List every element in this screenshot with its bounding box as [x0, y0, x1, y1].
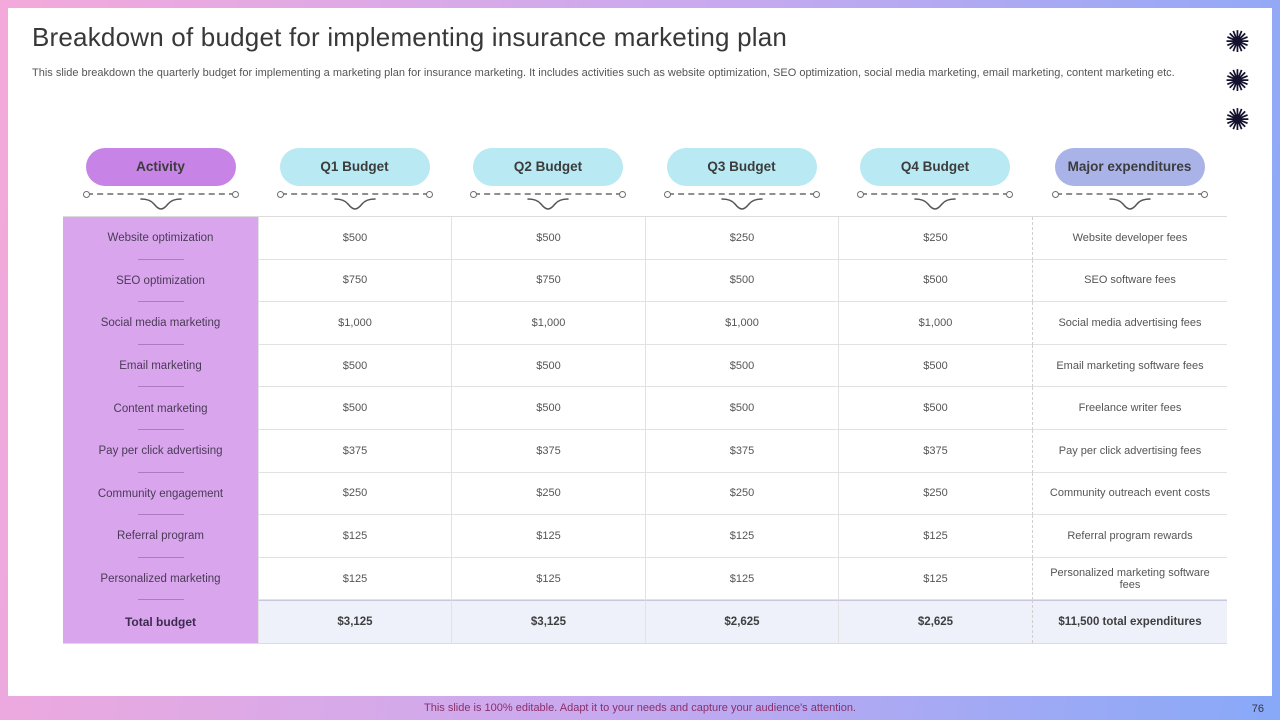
activity-cell: Email marketing: [63, 344, 258, 388]
budget-cell: $500: [838, 259, 1032, 303]
dashed-connector: [663, 191, 820, 198]
table-header-q2: Q2 Budget: [470, 148, 626, 211]
budget-cell: $500: [451, 387, 645, 430]
brace-icon: [914, 198, 956, 210]
brace-icon: [139, 198, 182, 210]
total-budget-label-cell: Total budget: [63, 600, 258, 644]
decoration-starbursts: ✺ ✺ ✺: [1225, 28, 1250, 136]
budget-cell: $500: [645, 387, 838, 430]
total-budget-cell: $3,125: [258, 600, 451, 644]
budget-cell: $125: [451, 515, 645, 558]
page-number: 76: [1251, 703, 1264, 715]
slide-subtitle: This slide breakdown the quarterly budge…: [32, 67, 1175, 79]
budget-cell: $125: [838, 557, 1032, 601]
budget-cell: $500: [258, 344, 451, 388]
table-header-q1: Q1 Budget: [276, 148, 433, 211]
header-pill-q2: Q2 Budget: [473, 148, 623, 186]
budget-cell: $750: [451, 259, 645, 303]
brace-icon: [333, 198, 376, 210]
header-pill-q3: Q3 Budget: [666, 148, 817, 186]
major-expenditure-cell: Freelance writer fees: [1032, 387, 1227, 430]
budget-cell: $500: [258, 387, 451, 430]
header-pill-q1: Q1 Budget: [279, 148, 430, 186]
page-title: Breakdown of budget for implementing ins…: [32, 22, 788, 52]
table-header-q4: Q4 Budget: [857, 148, 1013, 211]
budget-cell: $750: [258, 259, 451, 303]
budget-cell: $375: [451, 429, 645, 473]
total-expenditures-cell: $11,500 total expenditures: [1032, 600, 1227, 644]
budget-cell: $250: [838, 472, 1032, 516]
dashed-connector: [470, 191, 626, 198]
starburst-icon: ✺: [1224, 65, 1250, 98]
activity-cell: Social media marketing: [63, 302, 258, 345]
activity-cell: Personalized marketing: [63, 557, 258, 601]
total-budget-cell: $2,625: [838, 600, 1032, 644]
header-pill-major-expenditures: Major expenditures: [1054, 148, 1205, 186]
total-budget-cell: $3,125: [451, 600, 645, 644]
dashed-connector: [857, 191, 1013, 198]
budget-table: Website optimization $500 $500 $250 $250…: [63, 216, 1227, 645]
footer-bar: This slide is 100% editable. Adapt it to…: [0, 696, 1280, 720]
dashed-connector: [276, 191, 433, 198]
major-expenditure-cell: Referral program rewards: [1032, 515, 1227, 558]
budget-cell: $500: [838, 387, 1032, 430]
table-header-major: Major expenditures: [1051, 148, 1208, 211]
budget-cell: $375: [258, 429, 451, 473]
major-expenditure-cell: SEO software fees: [1032, 259, 1227, 303]
budget-cell: $500: [258, 217, 451, 260]
table-header-row: Activity Q1 Budget Q2 Budget Q3 Budget Q…: [63, 148, 1227, 211]
budget-cell: $375: [838, 429, 1032, 473]
activity-cell: Community engagement: [63, 472, 258, 516]
dashed-connector: [1051, 191, 1208, 198]
dashed-connector: [82, 191, 239, 198]
budget-cell: $125: [838, 515, 1032, 558]
activity-cell: Website optimization: [63, 217, 258, 260]
budget-cell: $375: [645, 429, 838, 473]
budget-cell: $250: [451, 472, 645, 516]
budget-cell: $250: [258, 472, 451, 516]
header-pill-q4: Q4 Budget: [860, 148, 1010, 186]
activity-cell: SEO optimization: [63, 259, 258, 303]
header-pill-activity: Activity: [85, 148, 236, 186]
table-header-q3: Q3 Budget: [663, 148, 820, 211]
budget-cell: $1,000: [258, 302, 451, 345]
activity-cell: Referral program: [63, 515, 258, 558]
budget-cell: $500: [645, 344, 838, 388]
budget-cell: $1,000: [838, 302, 1032, 345]
budget-cell: $250: [838, 217, 1032, 260]
major-expenditure-cell: Social media advertising fees: [1032, 302, 1227, 345]
major-expenditure-cell: Email marketing software fees: [1032, 344, 1227, 388]
major-expenditure-cell: Website developer fees: [1032, 217, 1227, 260]
budget-cell: $500: [451, 217, 645, 260]
total-budget-cell: $2,625: [645, 600, 838, 644]
footer-note: This slide is 100% editable. Adapt it to…: [424, 702, 856, 714]
budget-cell: $500: [451, 344, 645, 388]
budget-cell: $500: [645, 259, 838, 303]
budget-cell: $125: [645, 515, 838, 558]
budget-cell: $500: [838, 344, 1032, 388]
budget-cell: $250: [645, 217, 838, 260]
budget-cell: $125: [451, 557, 645, 601]
major-expenditure-cell: Community outreach event costs: [1032, 472, 1227, 516]
budget-cell: $1,000: [645, 302, 838, 345]
starburst-icon: ✺: [1224, 104, 1250, 137]
major-expenditure-cell: Pay per click advertising fees: [1032, 429, 1227, 473]
brace-icon: [527, 198, 569, 210]
slide: Breakdown of budget for implementing ins…: [8, 8, 1272, 696]
budget-cell: $125: [258, 515, 451, 558]
activity-cell: Pay per click advertising: [63, 429, 258, 473]
brace-icon: [720, 198, 763, 210]
activity-cell: Content marketing: [63, 387, 258, 430]
brace-icon: [1108, 198, 1151, 210]
budget-cell: $1,000: [451, 302, 645, 345]
budget-cell: $250: [645, 472, 838, 516]
budget-cell: $125: [645, 557, 838, 601]
major-expenditure-cell: Personalized marketing software fees: [1032, 557, 1227, 601]
budget-cell: $125: [258, 557, 451, 601]
table-header-activity: Activity: [82, 148, 239, 211]
starburst-icon: ✺: [1224, 26, 1250, 59]
